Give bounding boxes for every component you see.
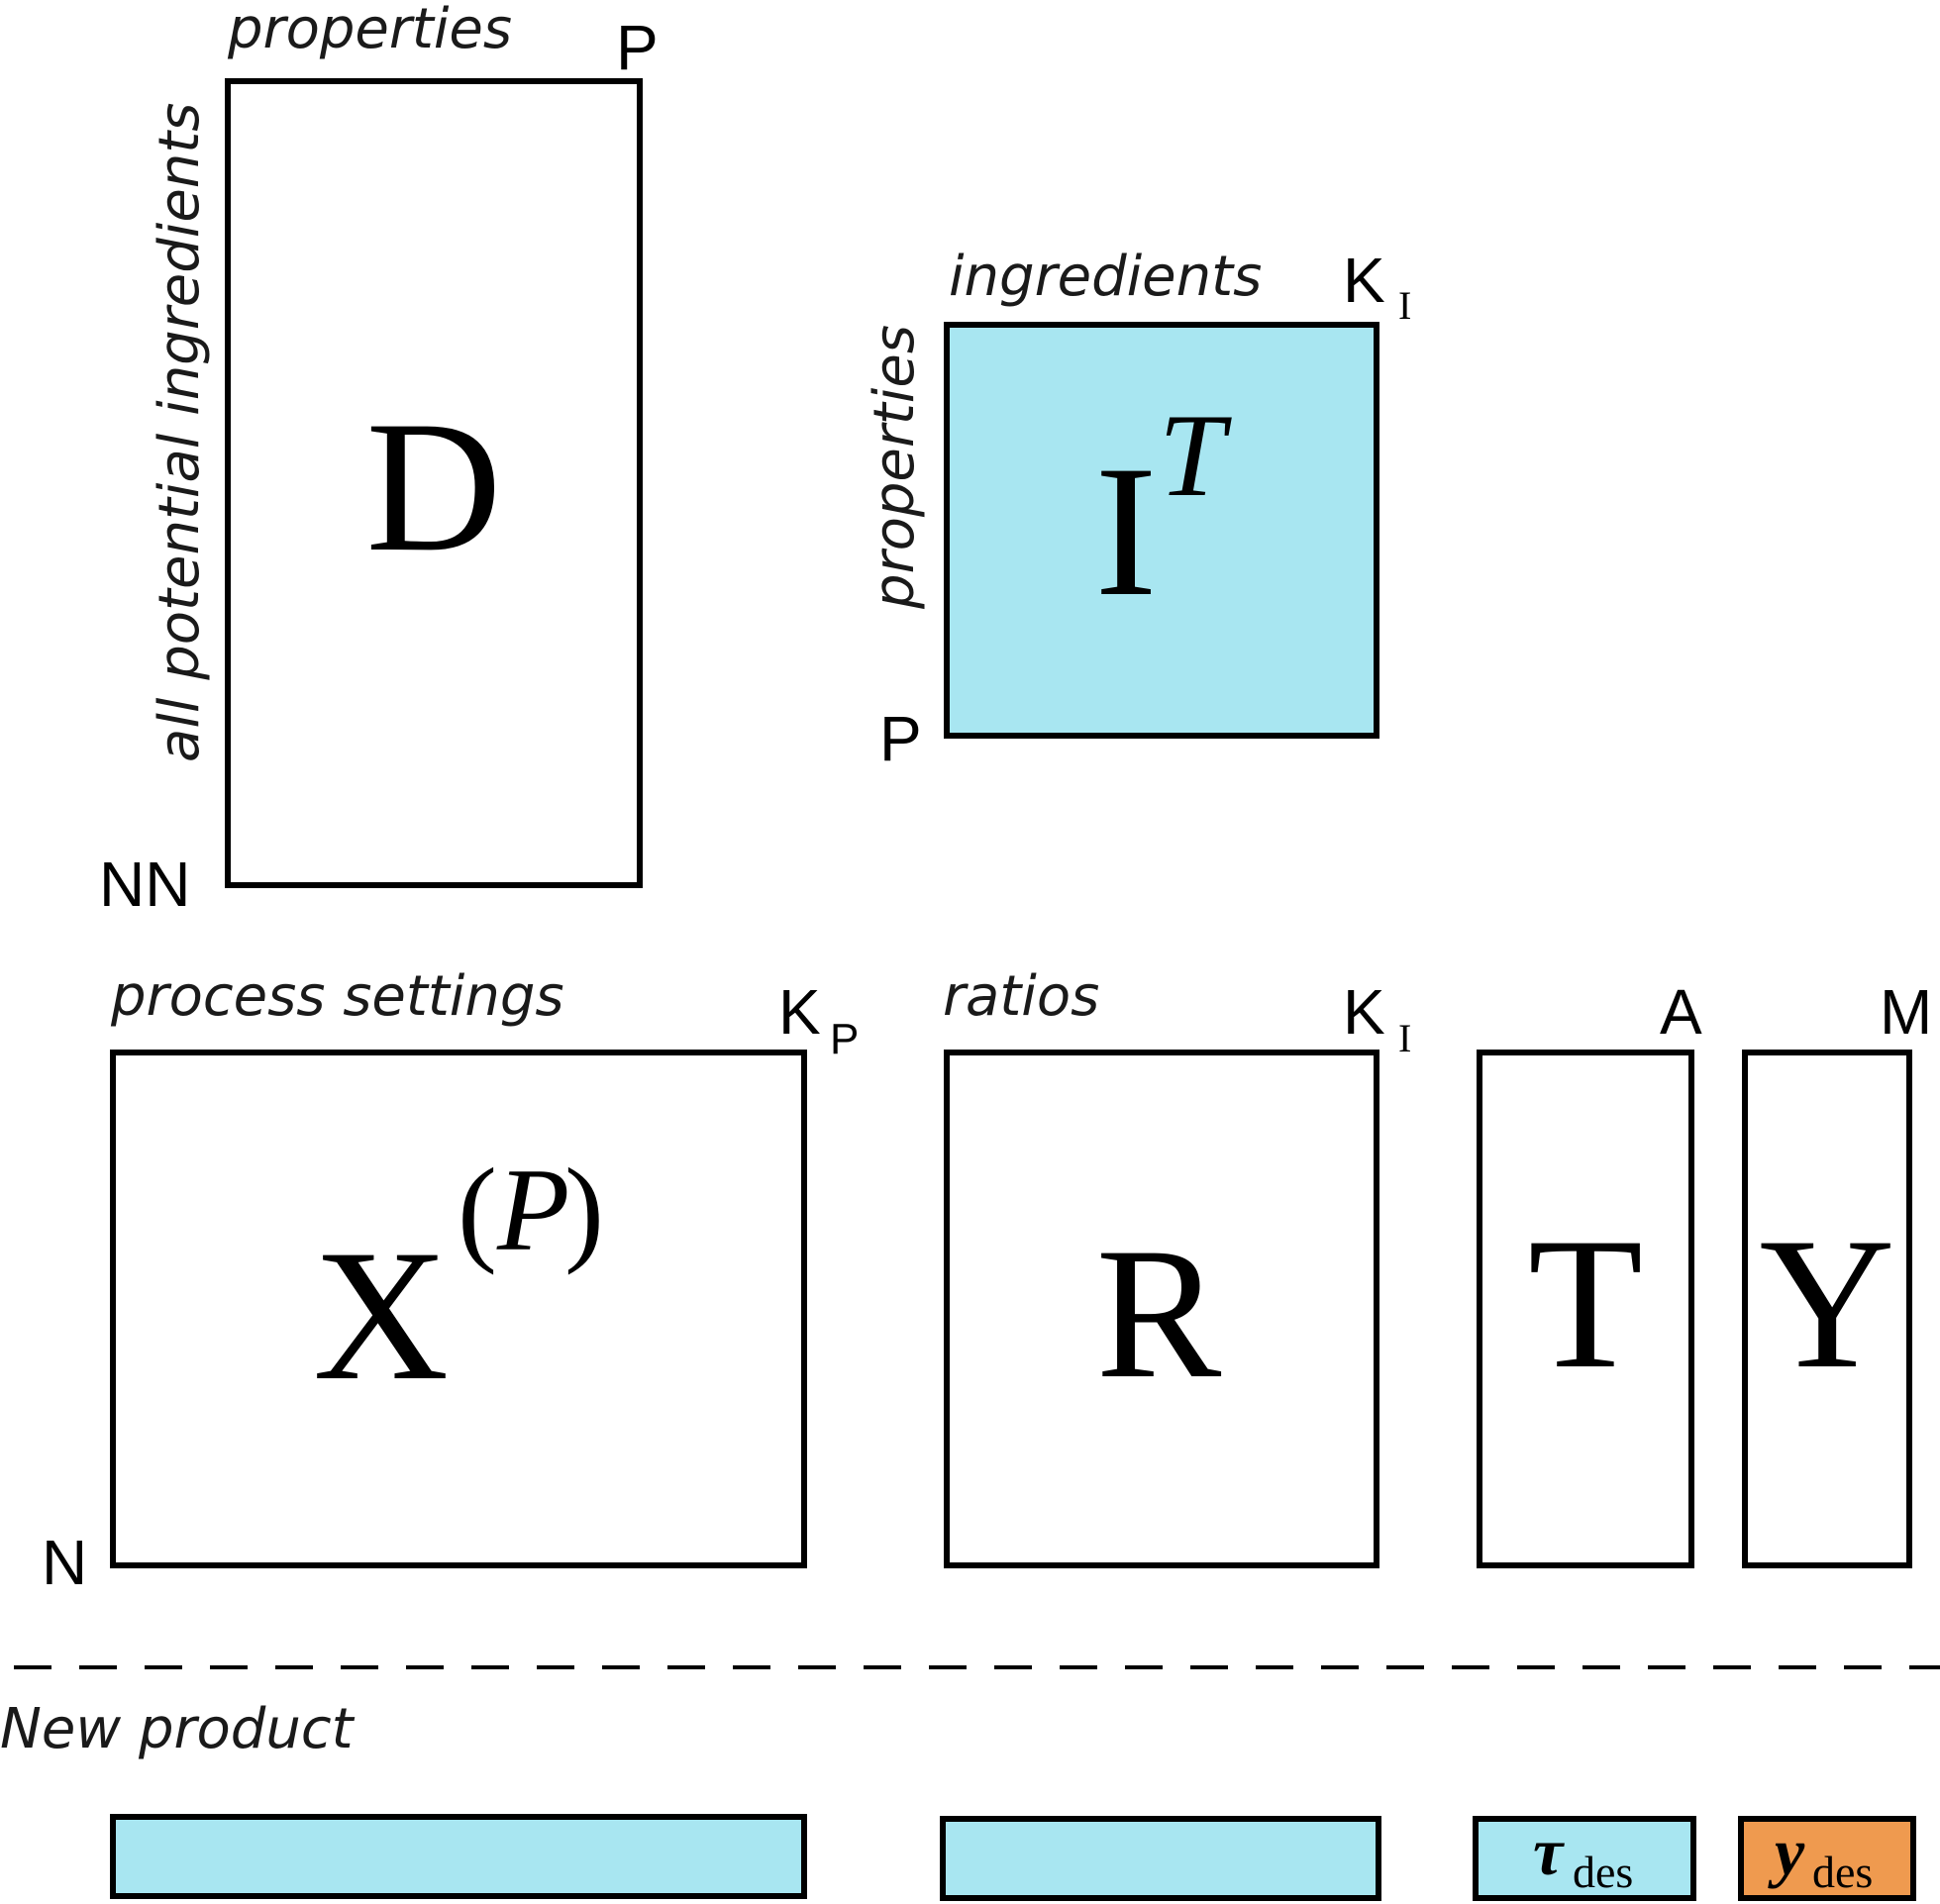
matrix-it-box [944, 322, 1379, 739]
matrix-it-superscript: T [1159, 389, 1232, 521]
new-product-tau-box [1473, 1816, 1696, 1901]
new-product-label: New product [0, 1697, 356, 1761]
new-product-x-bar [110, 1814, 807, 1899]
matrix-r-top-dim: K [1343, 976, 1385, 1048]
matrix-y-group: M Y [1742, 976, 1932, 1568]
matrix-t-box [1477, 1050, 1694, 1568]
matrix-r-top-label: ratios [943, 964, 1099, 1029]
matrix-xp-box [110, 1050, 807, 1568]
tau-des-symbol: τ [1533, 1814, 1565, 1889]
matrix-it-top-dim: K [1343, 245, 1385, 316]
matrix-d-group: properties P all potential ingredients N… [99, 0, 659, 920]
matrix-d-side-label: all potential ingredients [148, 103, 212, 762]
matrix-r-box [944, 1050, 1379, 1568]
matrix-xp-top-label: process settings [110, 964, 564, 1029]
tau-des-subscript: des [1573, 1847, 1633, 1897]
matrix-it-side-label: properties [863, 325, 927, 610]
matrix-it-group: ingredients K I properties P I T [863, 245, 1411, 774]
matrix-r-symbol: R [1096, 1210, 1222, 1418]
matrix-xp-top-dim: K [778, 976, 821, 1048]
matrix-xp-sup-close: ) [564, 1144, 604, 1275]
matrix-it-bottom-dim: P [879, 703, 922, 774]
matrix-d-top-dim: P [616, 12, 659, 83]
matrix-t-top-dim: A [1660, 976, 1702, 1048]
matrix-y-symbol: Y [1759, 1200, 1894, 1408]
matrix-r-top-dim-sub: I [1398, 1016, 1411, 1060]
matrix-xp-sup-open: ( [458, 1144, 497, 1275]
new-product-r-bar [940, 1816, 1381, 1901]
matrix-it-symbol: I [1094, 428, 1157, 636]
y-des-subscript: des [1812, 1847, 1873, 1897]
matrix-t-group: A T [1477, 976, 1702, 1568]
new-product-y-box [1738, 1816, 1916, 1901]
matrix-y-box [1742, 1050, 1912, 1568]
matrix-xp-bottom-dim: N [42, 1527, 87, 1598]
matrix-d-top-label: properties [227, 0, 512, 61]
y-des-symbol: y [1768, 1814, 1805, 1889]
matrix-xp-top-dim-sub: P [830, 1015, 859, 1063]
matrix-xp-sup-var: P [496, 1144, 569, 1275]
new-product-group: New product τ des y des [0, 1697, 1916, 1901]
matrix-d-bottom-dim: NN [99, 849, 190, 920]
matrix-y-top-dim: M [1880, 976, 1932, 1048]
matrix-t-symbol: T [1528, 1200, 1643, 1408]
matrix-d-box [225, 78, 643, 888]
matrix-xp-group: process settings K P N X ( P ) [42, 964, 859, 1598]
matrix-r-group: ratios K I R [943, 964, 1411, 1568]
matrix-d-symbol: D [365, 383, 501, 591]
matrix-it-top-dim-sub: I [1398, 283, 1411, 328]
matrix-it-top-label: ingredients [949, 245, 1262, 309]
matrix-xp-symbol: X [313, 1212, 449, 1420]
